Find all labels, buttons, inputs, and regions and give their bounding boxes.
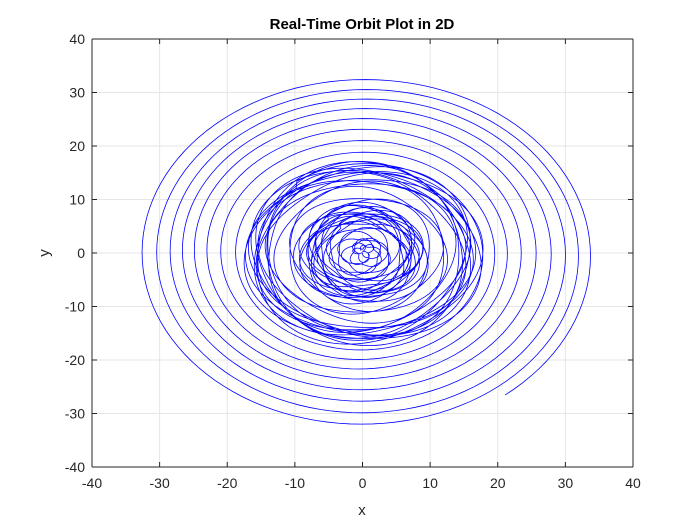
chart-title: Real-Time Orbit Plot in 2D: [270, 16, 455, 33]
x-tick-label: 0: [359, 475, 367, 491]
y-tick-label: -30: [65, 406, 85, 422]
y-tick-label: -10: [65, 299, 85, 315]
y-tick-label: 40: [69, 31, 85, 47]
x-tick-label: 30: [558, 475, 574, 491]
ticks: -40 -30 -20 -10 0 10 20 30 40 -40 -30 -20 -10 0 10 20 30…: [65, 31, 641, 491]
x-axis-label: x: [358, 502, 366, 519]
series-layer: [141, 79, 591, 425]
x-tick-label: 10: [422, 475, 438, 491]
y-tick-label: 10: [69, 192, 85, 208]
orbit-series-line: [141, 79, 591, 425]
y-tick-label: 20: [69, 138, 85, 154]
x-tick-label: -20: [217, 475, 237, 491]
x-tick-label: -30: [150, 475, 170, 491]
y-tick-label: -40: [65, 459, 85, 475]
y-tick-label: 30: [69, 85, 85, 101]
x-tick-label: 40: [625, 475, 641, 491]
y-axis-label: y: [36, 249, 53, 257]
y-tick-label: 0: [77, 245, 85, 261]
y-tick-label: -20: [65, 352, 85, 368]
x-tick-label: -10: [285, 475, 305, 491]
x-tick-label: 20: [490, 475, 506, 491]
x-tick-label: -40: [82, 475, 102, 491]
